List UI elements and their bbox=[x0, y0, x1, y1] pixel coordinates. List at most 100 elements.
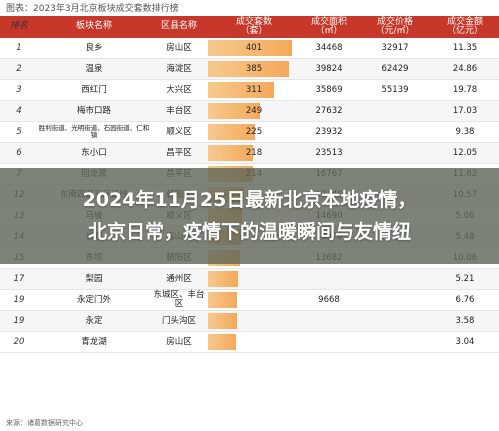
cell-name: 西红门 bbox=[81, 84, 107, 95]
cell-volume: 249 bbox=[245, 106, 263, 116]
header-rank: 排名 bbox=[9, 21, 28, 32]
volume-bar-cell: 385 bbox=[208, 61, 300, 77]
cell-price bbox=[358, 311, 432, 331]
table-row: 19 永定门外 东城区、丰台区 9668 6.76 bbox=[0, 290, 499, 311]
cell-district: 房山区 bbox=[166, 336, 192, 347]
volume-bar-cell: 311 bbox=[208, 82, 300, 98]
cell-price bbox=[358, 122, 432, 142]
volume-bar bbox=[208, 271, 239, 287]
cell-district: 顺义区 bbox=[166, 126, 192, 137]
cell-volume bbox=[208, 271, 300, 287]
cell-area: 23513 bbox=[315, 147, 343, 158]
volume-bar bbox=[208, 103, 261, 119]
source-note: 来源：诸葛数据研究中心 bbox=[6, 419, 83, 427]
cell-rank: 20 bbox=[13, 336, 25, 347]
cell-district: 东城区、丰台区 bbox=[153, 290, 205, 309]
table-row: 19 永定 门头沟区 3.58 bbox=[0, 311, 499, 332]
cell-amount: 3.04 bbox=[455, 336, 475, 347]
cell-volume: 401 bbox=[245, 43, 263, 53]
cell-district: 昌平区 bbox=[166, 147, 192, 158]
cell-area: 9668 bbox=[318, 294, 340, 305]
volume-bar-cell: 401 bbox=[208, 40, 300, 56]
table-row: 20 青龙湖 房山区 3.04 bbox=[0, 332, 499, 353]
cell-price bbox=[358, 332, 432, 352]
volume-bar bbox=[208, 124, 256, 140]
header-name: 板块名称 bbox=[75, 21, 112, 32]
cell-amount: 6.76 bbox=[455, 294, 475, 305]
cell-name: 梨园 bbox=[85, 273, 103, 284]
volume-bar bbox=[208, 145, 254, 161]
cell-area bbox=[300, 332, 358, 352]
volume-bar-cell bbox=[208, 271, 300, 287]
cell-price: 55139 bbox=[381, 84, 409, 95]
cell-amount: 19.78 bbox=[452, 84, 478, 95]
cell-rank: 5 bbox=[16, 126, 22, 137]
cell-area: 34468 bbox=[315, 42, 343, 53]
cell-price: 62429 bbox=[381, 63, 409, 74]
cell-area: 35869 bbox=[315, 84, 343, 95]
table-header: 排名 板块名称 区县名称 成交套数 （套） 成交面积 （㎡） 成交价格 （元/㎡… bbox=[0, 16, 499, 38]
header-volume: 成交套数 （套） bbox=[235, 16, 272, 36]
overlay-title-line-1: 2024年11月25日最新北京本地疫情， bbox=[82, 189, 417, 211]
cell-name: 胜利街道、光明街道、石园街道、仁和镇 bbox=[38, 124, 150, 139]
cell-rank: 19 bbox=[13, 294, 25, 305]
cell-volume bbox=[208, 292, 300, 308]
cell-name: 温泉 bbox=[85, 63, 103, 74]
cell-name: 良乡 bbox=[85, 42, 103, 53]
header-amount: 成交金额 （亿元） bbox=[446, 16, 483, 36]
cell-amount: 5.21 bbox=[455, 273, 475, 284]
cell-name: 东小口 bbox=[81, 147, 107, 158]
cell-amount: 24.86 bbox=[452, 63, 478, 74]
cell-rank: 1 bbox=[16, 42, 22, 53]
volume-bar bbox=[208, 334, 236, 350]
volume-bar bbox=[208, 313, 237, 329]
table-row: 6 东小口 昌平区 218 23513 12.05 bbox=[0, 143, 499, 164]
volume-bar bbox=[208, 82, 274, 98]
cell-district: 海淀区 bbox=[166, 63, 192, 74]
volume-bar bbox=[208, 40, 292, 56]
cell-district: 门头沟区 bbox=[161, 315, 196, 326]
overlay-title-line-2: 北京日常，疫情下的温暖瞬间与友情纽 bbox=[87, 221, 411, 243]
cell-district: 丰台区 bbox=[166, 105, 192, 116]
cell-area: 27632 bbox=[315, 105, 343, 116]
volume-bar bbox=[208, 61, 289, 77]
volume-bar-cell bbox=[208, 334, 300, 350]
volume-bar-cell bbox=[208, 292, 300, 308]
cell-area bbox=[300, 311, 358, 331]
cell-price: 32917 bbox=[381, 42, 409, 53]
cell-rank: 19 bbox=[13, 315, 25, 326]
table-row: 1 良乡 房山区 401 34468 32917 11.35 bbox=[0, 38, 499, 59]
cell-volume: 218 bbox=[245, 148, 263, 158]
volume-bar-cell: 225 bbox=[208, 124, 300, 140]
cell-amount: 9.38 bbox=[455, 126, 475, 137]
table-row: 3 西红门 大兴区 311 35869 55139 19.78 bbox=[0, 80, 499, 101]
volume-bar-cell: 249 bbox=[208, 103, 300, 119]
cell-price bbox=[358, 290, 432, 310]
title-overlay bbox=[0, 168, 499, 264]
header-price: 成交价格 （元/㎡） bbox=[375, 16, 415, 36]
cell-name: 永定 bbox=[85, 315, 103, 326]
volume-bar-cell bbox=[208, 313, 300, 329]
cell-area: 23932 bbox=[315, 126, 343, 137]
cell-volume: 311 bbox=[245, 85, 263, 95]
table-caption: 图表：2023年3月北京板块成交套数排行榜 bbox=[6, 4, 179, 14]
cell-district: 大兴区 bbox=[166, 84, 192, 95]
cell-amount: 12.05 bbox=[452, 147, 478, 158]
cell-price bbox=[358, 143, 432, 163]
cell-price bbox=[358, 101, 432, 121]
volume-bar bbox=[208, 292, 238, 308]
table-row: 2 温泉 海淀区 385 39824 62429 24.86 bbox=[0, 59, 499, 80]
table-row: 17 梨园 通州区 5.21 bbox=[0, 269, 499, 290]
table-row: 4 梅市口路 丰台区 249 27632 17.03 bbox=[0, 101, 499, 122]
cell-name: 青龙湖 bbox=[81, 336, 107, 347]
header-area: 成交面积 （㎡） bbox=[310, 16, 347, 36]
cell-volume bbox=[208, 313, 300, 329]
cell-volume bbox=[208, 334, 300, 350]
volume-bar-cell: 218 bbox=[208, 145, 300, 161]
cell-amount: 17.03 bbox=[452, 105, 478, 116]
cell-volume: 385 bbox=[245, 64, 263, 74]
cell-name: 梅市口路 bbox=[76, 105, 111, 116]
cell-rank: 6 bbox=[16, 147, 22, 158]
header-district: 区县名称 bbox=[160, 21, 197, 32]
